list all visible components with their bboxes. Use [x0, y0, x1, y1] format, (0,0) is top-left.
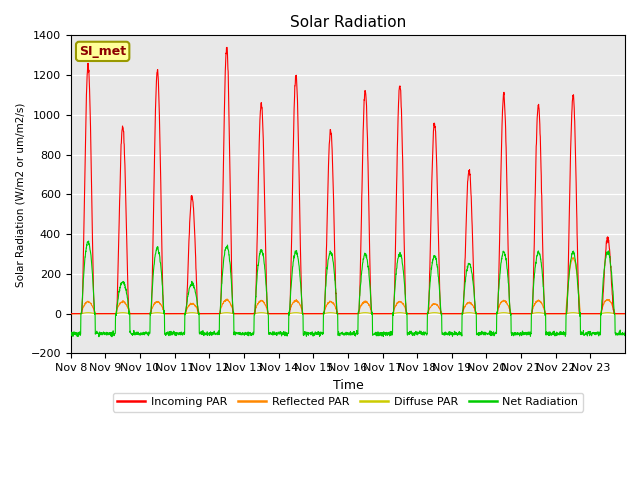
- Legend: Incoming PAR, Reflected PAR, Diffuse PAR, Net Radiation: Incoming PAR, Reflected PAR, Diffuse PAR…: [113, 393, 583, 411]
- Text: SI_met: SI_met: [79, 45, 126, 58]
- Y-axis label: Solar Radiation (W/m2 or um/m2/s): Solar Radiation (W/m2 or um/m2/s): [15, 102, 25, 287]
- Title: Solar Radiation: Solar Radiation: [290, 15, 406, 30]
- X-axis label: Time: Time: [333, 379, 364, 392]
